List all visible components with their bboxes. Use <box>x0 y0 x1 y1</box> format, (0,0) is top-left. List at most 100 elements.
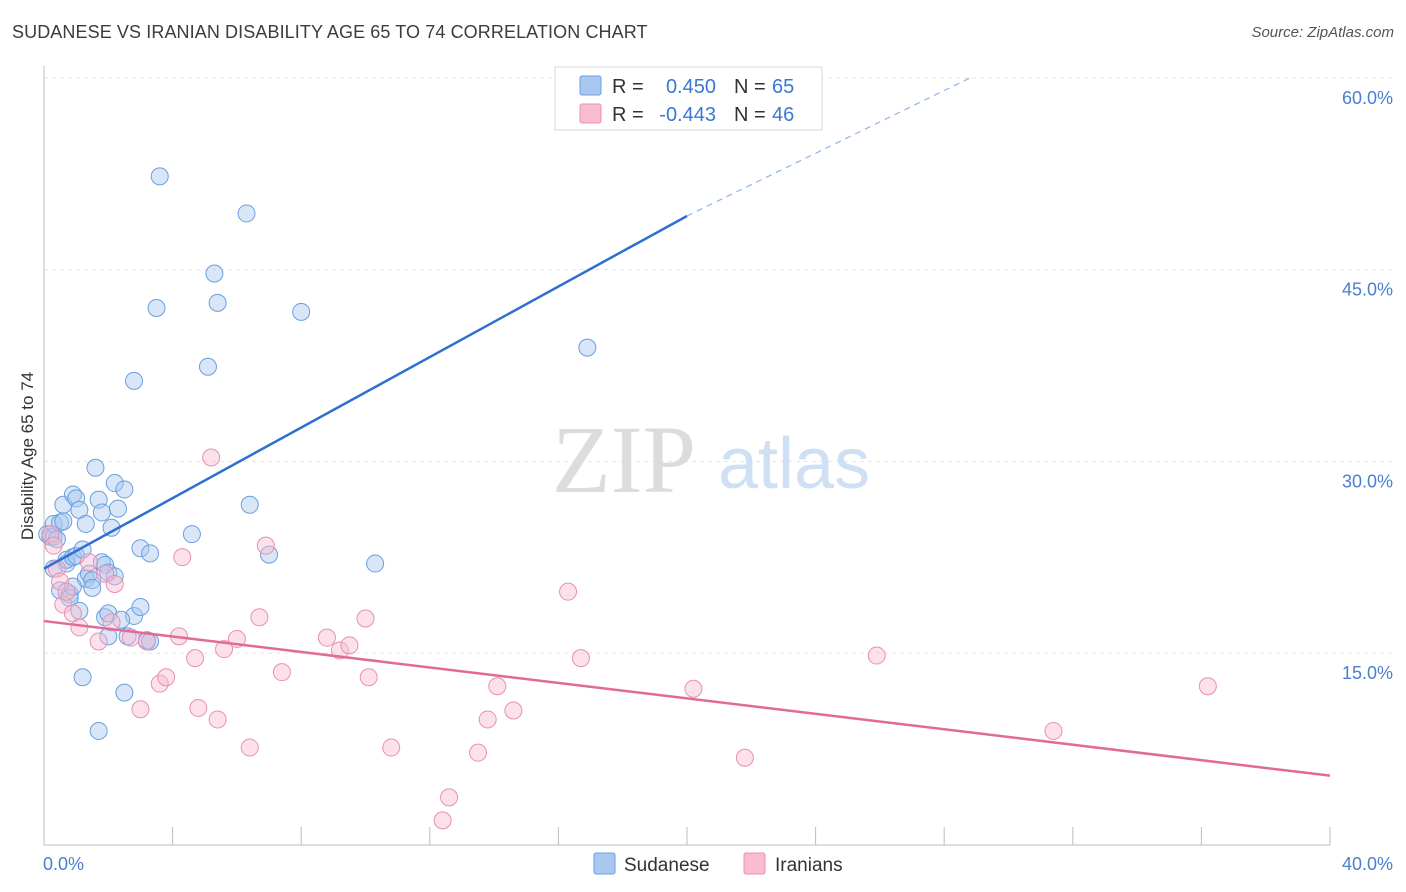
sudanese-point-60 <box>366 554 385 573</box>
bottom-legend-label-iranians: Iranians <box>775 855 843 876</box>
legend-r-label-sudanese: R = <box>612 76 644 98</box>
iranians-point-15 <box>137 632 156 651</box>
sudanese-point-52 <box>182 525 201 544</box>
y-tick-label-0: 15.0% <box>1342 663 1393 683</box>
sudanese-point-15 <box>67 489 86 508</box>
x-tick-label-0: 0.0% <box>43 854 84 874</box>
iranians-point-26 <box>240 738 259 757</box>
sudanese-point-57 <box>240 495 259 514</box>
sudanese-point-40 <box>115 480 134 499</box>
iranians-point-17 <box>157 668 176 687</box>
sudanese-point-39 <box>108 499 127 518</box>
iranians-point-44 <box>684 679 703 698</box>
grid-lines <box>44 77 1394 654</box>
bottom-legend-label-sudanese: Sudanese <box>624 855 710 876</box>
sudanese-point-28 <box>89 721 108 740</box>
chart-source: Source: ZipAtlas.com <box>1251 24 1394 41</box>
legend-swatch-iranians <box>579 103 602 124</box>
iranians-trend-line <box>43 619 1331 777</box>
sudanese-point-46 <box>131 598 150 616</box>
iranians-point-39 <box>478 710 497 729</box>
sudanese-point-45 <box>131 539 150 558</box>
iranians-point-20 <box>186 649 205 668</box>
sudanese-point-55 <box>208 293 227 312</box>
sudanese-trend-line <box>43 214 688 570</box>
sudanese-point-29 <box>92 553 111 572</box>
iranians-point-37 <box>440 788 459 807</box>
iranians-point-24 <box>215 640 234 659</box>
iranians-point-5 <box>57 582 76 601</box>
iranians-point-32 <box>340 636 359 655</box>
iranians-point-1 <box>44 536 63 555</box>
iranians-point-28 <box>256 536 275 555</box>
iranians-point-42 <box>559 582 578 601</box>
iranians-point-30 <box>317 628 336 647</box>
iranians-point-48 <box>1198 677 1217 696</box>
iranians-point-22 <box>202 448 221 467</box>
sudanese-point-49 <box>141 544 160 563</box>
bottom-legend: Sudanese Iranians <box>593 852 843 876</box>
iranians-point-14 <box>131 700 150 719</box>
bottom-legend-swatch-iranians <box>743 852 766 875</box>
legend-n-value-iranians: 46 <box>772 104 794 126</box>
legend-n-value-sudanese: 65 <box>772 76 794 98</box>
bottom-legend-swatch-sudanese <box>593 852 616 875</box>
sudanese-point-53 <box>198 357 217 376</box>
iranians-point-40 <box>488 677 507 696</box>
sudanese-point-41 <box>115 683 134 702</box>
legend: R = 0.450 N = 65 R = -0.443 N = 46 <box>554 66 823 131</box>
iranians-point-45 <box>735 748 754 767</box>
iranians-point-46 <box>867 646 886 665</box>
sudanese-point-44 <box>125 371 144 390</box>
watermark-atlas: atlas <box>718 424 870 504</box>
iranians-point-11 <box>102 613 121 632</box>
sudanese-point-59 <box>292 302 311 321</box>
tick-labels: 15.0% 30.0% 45.0% 60.0% 0.0% 40.0% <box>43 88 1393 874</box>
sudanese-point-51 <box>150 167 169 186</box>
sudanese-point-50 <box>147 299 166 317</box>
sudanese-point-61 <box>578 338 597 357</box>
sudanese-point-37 <box>105 474 124 493</box>
iranians-point-43 <box>571 649 590 668</box>
sudanese-point-54 <box>205 264 224 283</box>
iranians-point-19 <box>173 548 192 567</box>
sudanese-point-25 <box>83 578 102 597</box>
x-tick-label-1: 40.0% <box>1342 854 1393 874</box>
y-tick-label-3: 60.0% <box>1342 88 1393 108</box>
sudanese-point-21 <box>76 514 95 533</box>
iranians-point-7 <box>70 618 89 637</box>
legend-n-label-iranians: N = <box>734 104 766 126</box>
iranians-point-36 <box>433 811 452 830</box>
legend-r-value-sudanese: 0.450 <box>666 76 716 98</box>
legend-r-value-iranians: -0.443 <box>659 104 716 126</box>
y-tick-label-2: 45.0% <box>1342 280 1393 300</box>
iranians-point-27 <box>250 608 269 627</box>
sudanese-point-8 <box>54 512 73 531</box>
watermark-zip: ZIP <box>552 406 696 513</box>
legend-n-label-sudanese: N = <box>734 76 766 98</box>
legend-swatch-sudanese <box>579 75 602 96</box>
iranians-point-23 <box>208 710 227 729</box>
sudanese-point-30 <box>92 503 111 522</box>
watermark: ZIP atlas <box>552 406 870 513</box>
iranians-point-35 <box>382 738 401 757</box>
iranians-point-21 <box>189 698 208 717</box>
trend-lines <box>43 77 1331 777</box>
sudanese-point-20 <box>73 668 92 687</box>
iranians-point-16 <box>150 674 169 693</box>
iranians-point-9 <box>89 632 108 651</box>
iranians-point-3 <box>51 572 70 591</box>
iranians-point-47 <box>1044 721 1063 740</box>
iranians-point-34 <box>359 668 378 687</box>
y-axis-title: Disability Age 65 to 74 <box>18 372 37 540</box>
iranians-point-12 <box>105 575 124 593</box>
iranians-point-38 <box>469 743 488 762</box>
chart-title: SUDANESE VS IRANIAN DISABILITY AGE 65 TO… <box>12 22 648 42</box>
iranians-point-29 <box>272 663 291 682</box>
iranians-point-8 <box>80 553 99 572</box>
y-tick-label-1: 30.0% <box>1342 471 1393 491</box>
iranians-point-31 <box>330 641 349 660</box>
sudanese-point-26 <box>86 458 105 477</box>
iranians-point-41 <box>504 701 523 720</box>
